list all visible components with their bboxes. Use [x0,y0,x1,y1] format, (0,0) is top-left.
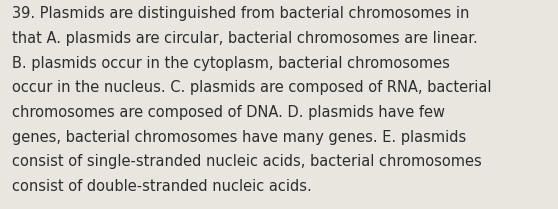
Text: 39. Plasmids are distinguished from bacterial chromosomes in: 39. Plasmids are distinguished from bact… [12,6,470,21]
Text: consist of double-stranded nucleic acids.: consist of double-stranded nucleic acids… [12,179,312,194]
Text: consist of single-stranded nucleic acids, bacterial chromosomes: consist of single-stranded nucleic acids… [12,154,482,169]
Text: chromosomes are composed of DNA. D. plasmids have few: chromosomes are composed of DNA. D. plas… [12,105,445,120]
Text: occur in the nucleus. C. plasmids are composed of RNA, bacterial: occur in the nucleus. C. plasmids are co… [12,80,492,95]
Text: genes, bacterial chromosomes have many genes. E. plasmids: genes, bacterial chromosomes have many g… [12,130,466,145]
Text: B. plasmids occur in the cytoplasm, bacterial chromosomes: B. plasmids occur in the cytoplasm, bact… [12,56,450,71]
Text: that A. plasmids are circular, bacterial chromosomes are linear.: that A. plasmids are circular, bacterial… [12,31,478,46]
